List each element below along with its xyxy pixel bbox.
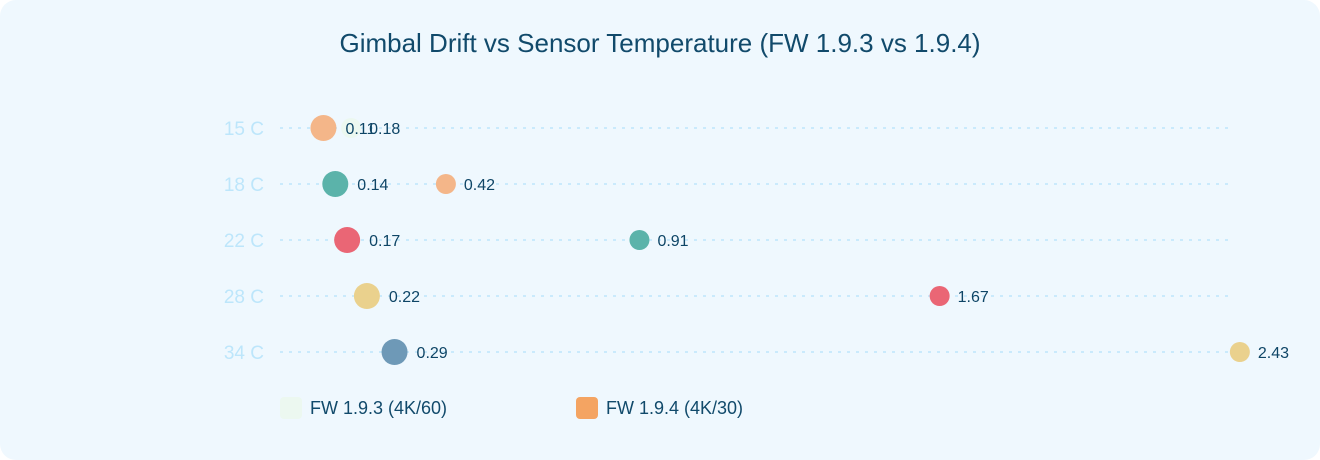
chart-title: Gimbal Drift vs Sensor Temperature (FW 1… [339,28,981,58]
data-label: 0.42 [464,177,495,194]
data-point-fw193[interactable] [1229,342,1250,362]
data-point-fw193[interactable] [435,174,456,194]
data-point-fw193[interactable] [341,118,362,138]
data-label: 0.22 [389,289,420,306]
data-point-fw194[interactable] [353,283,380,309]
data-label: 0.29 [417,345,448,362]
data-point-fw193[interactable] [629,230,650,250]
legend-swatch [280,397,302,419]
data-point-fw194[interactable] [310,115,337,141]
data-label: 0.17 [369,233,400,250]
legend-swatch [576,397,598,419]
data-label: 2.43 [1258,345,1289,362]
legend-item-fw194[interactable]: FW 1.9.4 (4K/30) [576,397,743,419]
data-label: 1.67 [958,289,989,306]
data-point-fw193[interactable] [929,286,950,306]
legend-label: FW 1.9.4 (4K/30) [606,397,744,418]
data-label: 0.18 [369,121,400,138]
y-tick-label: 18 C [224,175,264,196]
data-label: 0.91 [657,233,688,250]
data-point-fw194[interactable] [322,171,349,197]
y-tick-label: 34 C [224,343,264,364]
data-label: 0.11 [345,121,375,138]
y-tick-label: 22 C [224,231,264,252]
data-point-fw194[interactable] [381,339,408,365]
data-point-fw194[interactable] [334,227,361,253]
y-tick-label: 28 C [224,287,264,308]
data-label: 0.14 [357,177,388,194]
legend-label: FW 1.9.3 (4K/60) [310,397,448,418]
y-tick-label: 15 C [224,119,264,140]
legend-item-fw193[interactable]: FW 1.9.3 (4K/60) [280,397,447,419]
